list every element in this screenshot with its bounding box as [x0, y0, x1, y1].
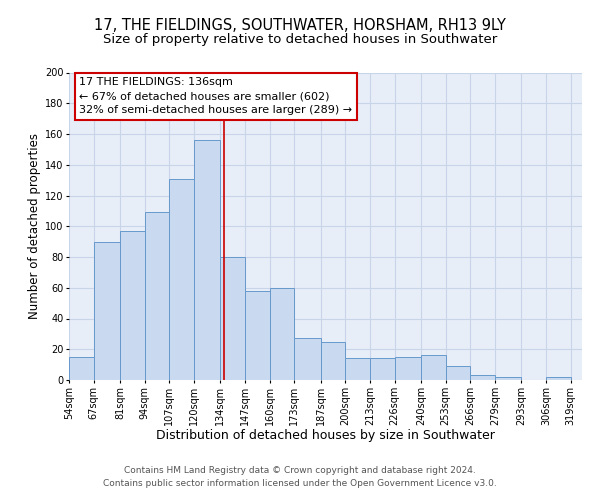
Text: 17, THE FIELDINGS, SOUTHWATER, HORSHAM, RH13 9LY: 17, THE FIELDINGS, SOUTHWATER, HORSHAM, …: [94, 18, 506, 32]
Bar: [269, 288, 294, 380]
Bar: [495, 377, 521, 380]
Bar: [120, 231, 145, 380]
Y-axis label: Number of detached properties: Number of detached properties: [28, 133, 41, 320]
Text: Contains HM Land Registry data © Crown copyright and database right 2024.
Contai: Contains HM Land Registry data © Crown c…: [103, 466, 497, 487]
Bar: [470, 376, 495, 380]
Bar: [194, 140, 220, 380]
Bar: [145, 212, 169, 380]
Bar: [245, 291, 269, 380]
Bar: [395, 357, 421, 380]
Bar: [169, 178, 194, 380]
Text: 17 THE FIELDINGS: 136sqm
← 67% of detached houses are smaller (602)
32% of semi-: 17 THE FIELDINGS: 136sqm ← 67% of detach…: [79, 77, 352, 115]
Bar: [69, 357, 94, 380]
Bar: [546, 377, 571, 380]
Bar: [346, 358, 370, 380]
Bar: [294, 338, 321, 380]
X-axis label: Distribution of detached houses by size in Southwater: Distribution of detached houses by size …: [156, 429, 495, 442]
Bar: [446, 366, 470, 380]
Bar: [94, 242, 120, 380]
Bar: [321, 342, 346, 380]
Text: Size of property relative to detached houses in Southwater: Size of property relative to detached ho…: [103, 32, 497, 46]
Bar: [370, 358, 395, 380]
Bar: [220, 257, 245, 380]
Bar: [421, 356, 446, 380]
